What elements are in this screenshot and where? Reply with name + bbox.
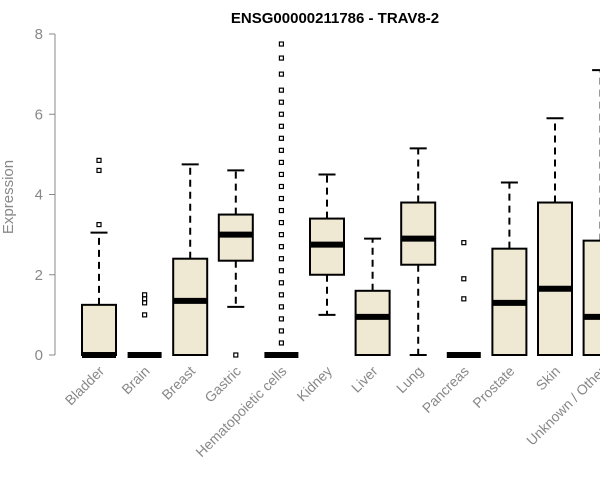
box bbox=[81, 303, 117, 356]
outlier-point bbox=[278, 147, 284, 153]
plot-area bbox=[81, 41, 600, 358]
x-tick-label: Hematopoietic cells bbox=[192, 363, 289, 460]
outlier-point bbox=[278, 171, 284, 178]
y-tick-label: 0 bbox=[35, 347, 43, 364]
outlier-point bbox=[278, 135, 284, 141]
outlier-point bbox=[142, 296, 148, 302]
outlier-point bbox=[461, 296, 467, 302]
outlier-point bbox=[278, 99, 284, 105]
outlier-point bbox=[142, 292, 148, 298]
outlier-point bbox=[278, 316, 284, 322]
box-group bbox=[400, 147, 437, 356]
outlier-point bbox=[278, 55, 284, 61]
outlier-point bbox=[278, 123, 284, 129]
y-axis: 0 2 4 6 8 bbox=[35, 26, 56, 364]
box bbox=[172, 257, 209, 357]
box bbox=[354, 289, 391, 356]
x-tick-label: Lung bbox=[393, 363, 426, 396]
outlier-point bbox=[278, 244, 284, 250]
outlier-point bbox=[278, 195, 284, 202]
box-group bbox=[537, 117, 573, 356]
x-tick-label: Liver bbox=[348, 363, 381, 396]
y-tick-label: 6 bbox=[35, 106, 43, 123]
x-tick-label: Bladder bbox=[62, 363, 108, 409]
outlier-point bbox=[96, 157, 102, 163]
outlier-point bbox=[96, 167, 102, 174]
box-group bbox=[354, 237, 391, 356]
outlier-point bbox=[278, 207, 284, 214]
x-tick-label: Skin bbox=[533, 363, 564, 394]
outlier-point bbox=[278, 41, 284, 47]
outlier-point bbox=[96, 221, 102, 228]
x-tick-label: Gastric bbox=[201, 363, 244, 406]
outlier-point bbox=[278, 292, 284, 298]
chart-title: ENSG00000211786 - TRAV8-2 bbox=[231, 10, 439, 27]
box bbox=[217, 213, 254, 262]
outlier-point bbox=[278, 340, 284, 346]
outlier-point bbox=[278, 111, 284, 117]
box-group bbox=[127, 292, 162, 358]
outlier-point bbox=[461, 276, 467, 282]
box-group bbox=[491, 181, 528, 356]
x-tick-label: Brain bbox=[118, 363, 152, 397]
y-tick-label: 2 bbox=[35, 267, 43, 284]
box-group bbox=[582, 69, 600, 356]
box bbox=[400, 201, 437, 266]
outlier-point bbox=[278, 304, 284, 310]
outlier-point bbox=[278, 219, 284, 226]
box-group bbox=[264, 41, 299, 358]
y-axis-label: Expression bbox=[0, 160, 17, 234]
box bbox=[582, 239, 600, 356]
outlier-point bbox=[278, 268, 284, 274]
outlier-point bbox=[142, 300, 148, 306]
outlier-point bbox=[142, 312, 148, 318]
outlier-point bbox=[278, 87, 284, 93]
outlier-point bbox=[278, 159, 284, 165]
x-tick-label: Pancreas bbox=[419, 363, 472, 416]
x-tick-label: Breast bbox=[158, 363, 198, 403]
outlier-point bbox=[278, 71, 284, 77]
y-tick-label: 8 bbox=[35, 26, 43, 43]
outlier-point bbox=[233, 352, 239, 358]
outlier-point bbox=[278, 280, 284, 286]
box-group bbox=[172, 163, 209, 357]
outlier-point bbox=[278, 328, 284, 334]
box-group bbox=[446, 240, 481, 358]
x-tick-label: Kidney bbox=[294, 363, 336, 405]
outlier-point bbox=[278, 256, 284, 262]
y-tick-label: 4 bbox=[35, 187, 43, 204]
outlier-point bbox=[461, 240, 467, 246]
outlier-point bbox=[278, 183, 284, 190]
x-tick-label: Prostate bbox=[469, 363, 517, 411]
box-group bbox=[217, 169, 254, 358]
box-group bbox=[309, 173, 345, 316]
box bbox=[537, 201, 573, 356]
outlier-point bbox=[278, 232, 284, 238]
box-group bbox=[81, 157, 117, 358]
